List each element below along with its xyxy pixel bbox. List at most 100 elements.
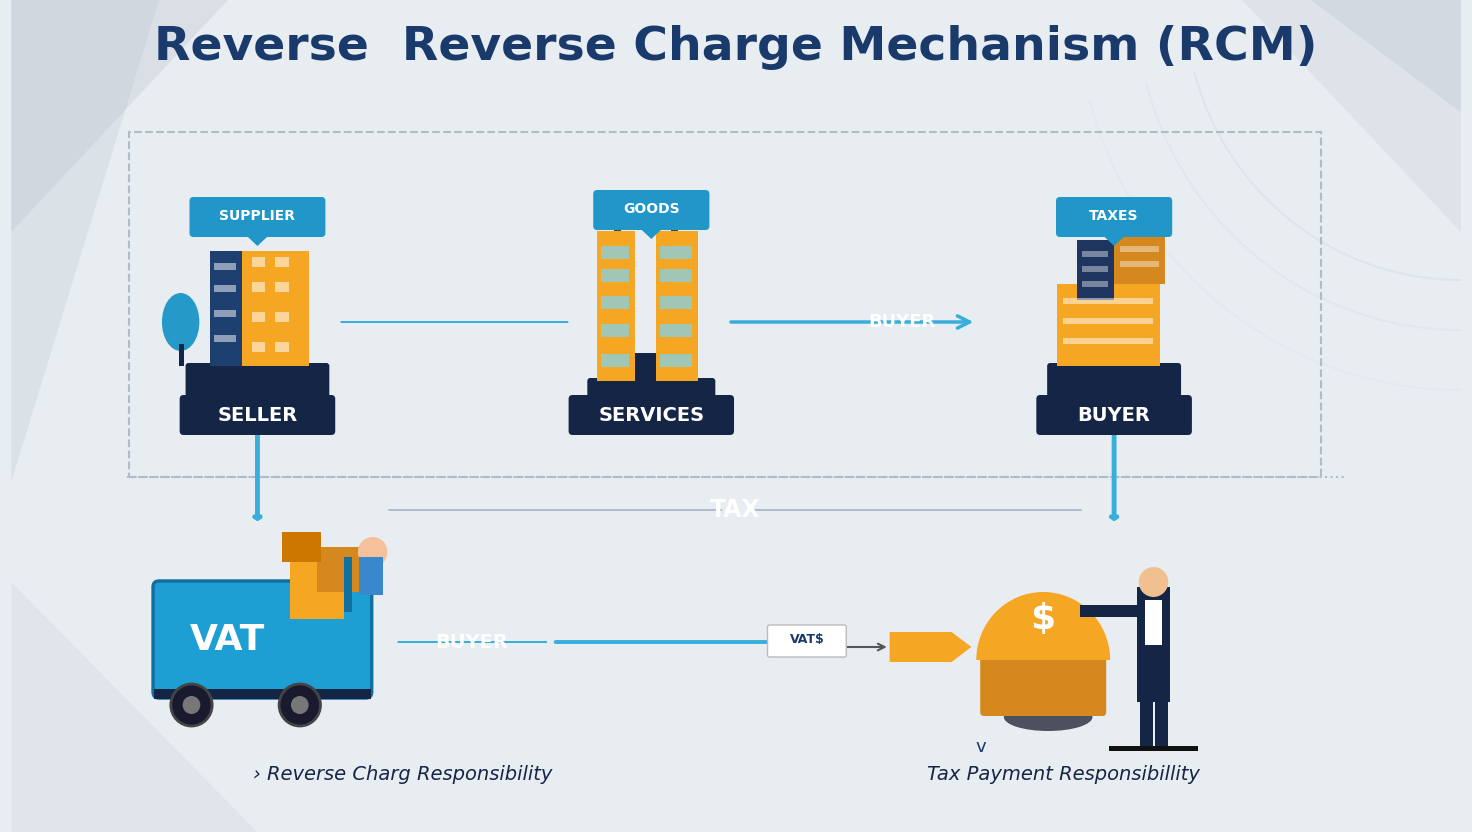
Text: SERVICES: SERVICES [598, 405, 705, 424]
Polygon shape [1312, 0, 1460, 112]
FancyBboxPatch shape [190, 197, 325, 237]
Bar [275, 282, 289, 292]
Bar [601, 354, 629, 367]
Bar [178, 344, 184, 366]
Bar [1079, 605, 1139, 617]
FancyArrowPatch shape [821, 321, 969, 323]
Bar [359, 557, 384, 595]
Circle shape [171, 684, 212, 726]
Text: $: $ [1030, 602, 1055, 636]
Bar [1110, 746, 1198, 751]
Bar [1063, 298, 1154, 304]
Bar [1076, 240, 1114, 300]
Text: TAX: TAX [710, 498, 761, 522]
FancyBboxPatch shape [593, 190, 710, 230]
Text: BUYER: BUYER [1078, 405, 1151, 424]
Text: VAT$: VAT$ [789, 633, 824, 646]
Bar [1145, 600, 1163, 645]
Bar [659, 324, 692, 337]
Text: SELLER: SELLER [218, 405, 297, 424]
Circle shape [291, 696, 309, 714]
Bar [614, 203, 621, 231]
FancyBboxPatch shape [568, 395, 735, 435]
FancyBboxPatch shape [1036, 395, 1192, 435]
FancyBboxPatch shape [767, 625, 846, 657]
Bar [598, 231, 634, 381]
Bar [290, 557, 344, 619]
Bar [213, 263, 236, 270]
Bar [659, 269, 692, 282]
Polygon shape [1242, 0, 1460, 232]
Bar [671, 203, 679, 231]
Bar [316, 547, 361, 592]
Bar [1156, 697, 1169, 749]
Circle shape [280, 684, 321, 726]
FancyBboxPatch shape [980, 656, 1107, 716]
Text: Reverse  Reverse Charge Mechanism (RCM): Reverse Reverse Charge Mechanism (RCM) [155, 24, 1317, 70]
Text: GOODS: GOODS [623, 202, 680, 216]
Bar [275, 342, 289, 352]
Bar [659, 246, 692, 259]
Bar [601, 269, 629, 282]
Text: › Reverse Charg Responsibility: › Reverse Charg Responsibility [253, 765, 552, 785]
Text: BUYER: BUYER [868, 313, 936, 331]
Bar [275, 257, 289, 267]
Bar [1082, 251, 1108, 257]
FancyBboxPatch shape [180, 395, 336, 435]
FancyBboxPatch shape [1136, 587, 1170, 702]
Wedge shape [976, 592, 1110, 660]
Circle shape [183, 696, 200, 714]
Bar [344, 557, 352, 612]
Bar [252, 342, 265, 352]
Text: TAXES: TAXES [1089, 209, 1139, 223]
Polygon shape [12, 0, 228, 232]
Bar [1082, 266, 1108, 272]
Text: VAT: VAT [190, 623, 265, 657]
FancyBboxPatch shape [185, 363, 330, 397]
Bar [283, 532, 321, 562]
Bar [634, 353, 657, 381]
Bar [601, 246, 629, 259]
Bar [213, 310, 236, 317]
Bar [1057, 284, 1160, 366]
Bar [252, 257, 265, 267]
Bar [657, 231, 698, 381]
Bar [601, 324, 629, 337]
Polygon shape [12, 582, 258, 832]
Bar [659, 296, 692, 309]
FancyArrowPatch shape [389, 509, 723, 511]
Circle shape [1139, 567, 1169, 597]
Bar [252, 282, 265, 292]
Bar [1120, 246, 1160, 252]
FancyBboxPatch shape [1047, 363, 1181, 397]
Polygon shape [12, 0, 159, 482]
Bar [1114, 234, 1166, 284]
Bar [275, 312, 289, 322]
Bar [1120, 261, 1160, 267]
Bar [1082, 281, 1108, 287]
Polygon shape [889, 632, 972, 662]
Bar [601, 296, 629, 309]
Text: v: v [976, 738, 986, 756]
Bar [1063, 338, 1154, 344]
Text: Tax Payment Responsibillity: Tax Payment Responsibillity [927, 765, 1200, 785]
Ellipse shape [162, 293, 199, 351]
Text: BUYER: BUYER [436, 632, 508, 651]
Bar [155, 689, 371, 699]
Text: SUPPLIER: SUPPLIER [219, 209, 296, 223]
Bar [252, 312, 265, 322]
FancyBboxPatch shape [153, 581, 371, 698]
FancyArrowPatch shape [397, 641, 546, 642]
Polygon shape [637, 226, 665, 239]
Bar [659, 354, 692, 367]
Bar [213, 285, 236, 292]
FancyBboxPatch shape [1055, 197, 1172, 237]
Ellipse shape [1004, 703, 1092, 731]
Bar [1063, 318, 1154, 324]
Bar [1139, 697, 1153, 749]
FancyArrowPatch shape [748, 509, 1082, 511]
Polygon shape [1101, 233, 1128, 246]
Circle shape [358, 537, 387, 567]
Polygon shape [244, 233, 271, 246]
FancyBboxPatch shape [587, 378, 715, 412]
